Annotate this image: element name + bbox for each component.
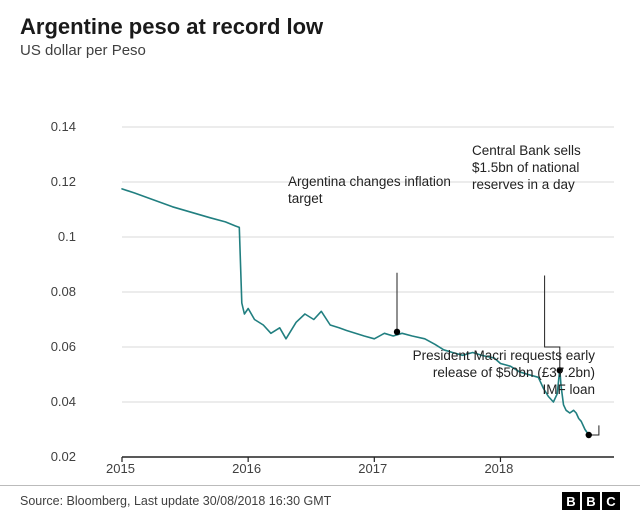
x-axis-tick-label: 2017 — [358, 461, 387, 476]
bbc-logo-letter: C — [602, 492, 620, 510]
bbc-logo-letter: B — [562, 492, 580, 510]
chart-title: Argentine peso at record low — [20, 14, 620, 40]
y-axis-tick-label: 0.08 — [26, 284, 76, 299]
source-line: Source: Bloomberg, Last update 30/08/201… — [20, 494, 331, 508]
annotation-label: Argentina changes inflation target — [288, 174, 468, 208]
x-axis-tick-label: 2015 — [106, 461, 135, 476]
y-axis-tick-label: 0.1 — [26, 229, 76, 244]
annotation-label: President Macri requests early release o… — [410, 348, 595, 399]
y-axis-tick-label: 0.12 — [26, 174, 76, 189]
bbc-logo-letter: B — [582, 492, 600, 510]
x-axis-tick-label: 2016 — [232, 461, 261, 476]
y-axis-tick-label: 0.04 — [26, 394, 76, 409]
chart-footer: Source: Bloomberg, Last update 30/08/201… — [0, 485, 640, 520]
y-axis-tick-label: 0.06 — [26, 339, 76, 354]
y-axis-tick-label: 0.02 — [26, 449, 76, 464]
y-axis-tick-label: 0.14 — [26, 119, 76, 134]
bbc-logo: B B C — [562, 492, 620, 510]
annotation-label: Central Bank sells $1.5bn of national re… — [472, 143, 622, 194]
line-chart — [20, 61, 620, 481]
x-axis-tick-label: 2018 — [484, 461, 513, 476]
chart-subtitle: US dollar per Peso — [20, 42, 620, 59]
chart-area: Argentina changes inflation targetCentra… — [20, 61, 620, 486]
